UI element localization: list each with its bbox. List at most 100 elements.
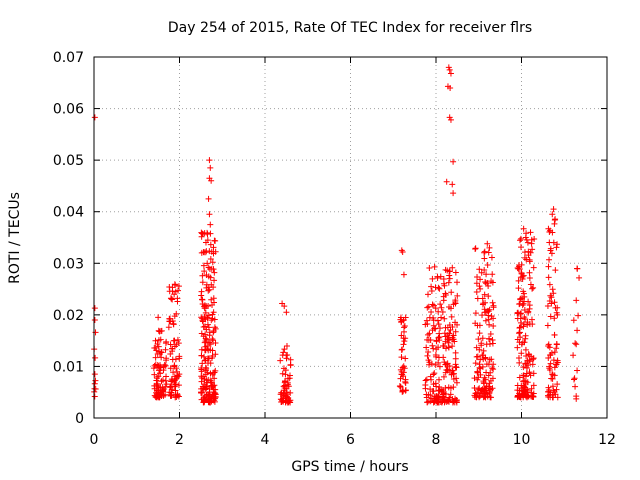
data-point xyxy=(516,374,523,381)
data-point xyxy=(396,382,403,389)
data-point xyxy=(546,297,553,304)
data-point xyxy=(166,284,173,291)
data-point xyxy=(423,344,430,351)
data-point xyxy=(210,266,217,273)
data-point xyxy=(444,360,451,367)
data-point xyxy=(154,364,161,371)
data-point xyxy=(284,399,291,406)
data-point xyxy=(399,388,406,395)
data-point xyxy=(160,363,167,370)
data-point xyxy=(174,295,181,302)
data-point xyxy=(422,382,429,389)
data-point xyxy=(489,340,496,347)
data-point xyxy=(525,309,532,316)
data-point xyxy=(476,283,483,290)
data-point xyxy=(452,349,459,356)
data-point xyxy=(429,275,436,282)
data-point xyxy=(431,263,438,270)
data-point xyxy=(573,341,580,348)
data-point xyxy=(207,399,214,406)
data-point xyxy=(489,375,496,382)
data-point xyxy=(430,322,437,329)
data-point xyxy=(280,349,287,356)
data-point xyxy=(545,341,552,348)
data-point xyxy=(401,323,408,330)
data-point xyxy=(169,356,176,363)
data-point xyxy=(440,293,447,300)
data-point xyxy=(548,294,555,301)
data-point xyxy=(212,340,219,347)
data-point xyxy=(203,365,210,372)
data-point xyxy=(526,369,533,376)
data-point xyxy=(169,296,176,303)
data-point xyxy=(523,364,530,371)
data-point xyxy=(486,388,493,395)
data-point xyxy=(204,229,211,236)
data-point xyxy=(573,395,580,402)
data-point xyxy=(552,391,559,398)
data-point xyxy=(454,292,461,299)
data-point xyxy=(547,351,554,358)
data-point xyxy=(527,372,534,379)
data-point xyxy=(552,267,559,274)
data-point xyxy=(205,287,212,294)
data-point xyxy=(210,329,217,336)
data-point xyxy=(436,337,443,344)
data-point xyxy=(521,339,528,346)
chart-title: Day 254 of 2015, Rate Of TEC Index for r… xyxy=(168,20,532,36)
data-point xyxy=(152,337,159,344)
data-point xyxy=(472,360,479,367)
data-point xyxy=(447,385,454,392)
data-point xyxy=(549,286,556,293)
data-point xyxy=(174,372,181,379)
data-point xyxy=(529,361,536,368)
x-tick-label: 0 xyxy=(90,432,99,448)
data-point xyxy=(449,334,456,341)
data-point xyxy=(481,248,488,255)
data-point xyxy=(520,300,527,307)
data-point xyxy=(431,325,438,332)
data-point xyxy=(204,346,211,353)
data-point xyxy=(206,332,213,339)
data-point xyxy=(516,325,523,332)
data-point xyxy=(401,338,408,345)
data-point xyxy=(175,382,182,389)
data-point xyxy=(167,365,174,372)
data-point xyxy=(200,318,207,325)
data-point xyxy=(446,394,453,401)
data-point xyxy=(426,359,433,366)
data-point xyxy=(436,387,443,394)
data-point xyxy=(525,362,532,369)
data-point xyxy=(452,328,459,335)
data-point xyxy=(553,244,560,251)
data-point xyxy=(397,316,404,323)
data-point xyxy=(279,370,286,377)
data-point xyxy=(155,314,162,321)
data-point xyxy=(477,365,484,372)
data-point xyxy=(281,384,288,391)
data-point xyxy=(168,295,175,302)
data-point xyxy=(514,344,521,351)
data-point xyxy=(476,394,483,401)
data-point xyxy=(426,330,433,337)
data-point xyxy=(554,311,561,318)
data-point xyxy=(522,346,529,353)
data-point xyxy=(157,370,164,377)
data-point xyxy=(474,322,481,329)
data-point xyxy=(397,383,404,390)
data-point xyxy=(477,356,484,363)
data-point xyxy=(487,330,494,337)
data-point xyxy=(398,247,405,254)
data-point xyxy=(531,236,538,243)
data-point xyxy=(174,391,181,398)
data-point xyxy=(155,386,162,393)
data-point xyxy=(518,270,525,277)
data-point xyxy=(203,392,210,399)
data-point xyxy=(203,383,210,390)
data-point xyxy=(210,383,217,390)
data-point xyxy=(91,114,98,121)
data-point xyxy=(286,375,293,382)
data-point xyxy=(440,386,447,393)
data-point xyxy=(171,291,178,298)
